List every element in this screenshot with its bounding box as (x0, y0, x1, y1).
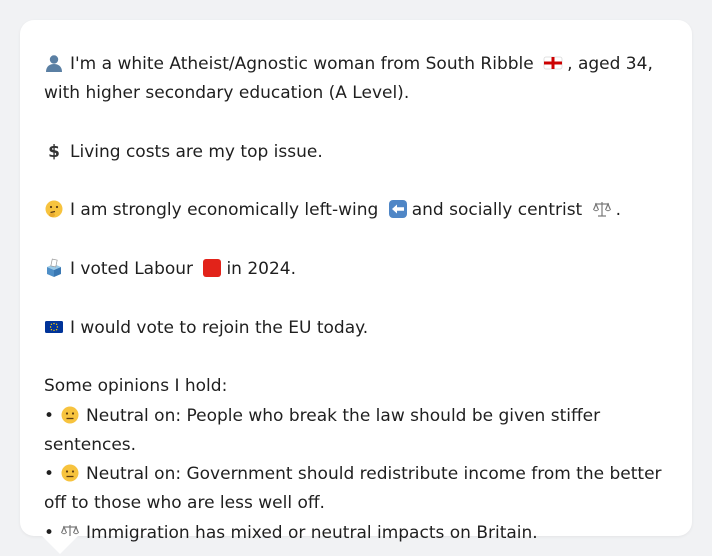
intro-paragraph: I'm a white Atheist/Agnostic woman from … (44, 50, 668, 109)
opinion-text: Neutral on: People who break the law sho… (44, 405, 601, 455)
england-flag-icon (543, 53, 563, 73)
svg-text:$: $ (48, 142, 60, 161)
thinking-face-icon (44, 199, 64, 219)
dollar-sign-icon: $ (44, 141, 64, 161)
balance-scale-icon (592, 199, 612, 219)
opinion-item: • Immigration has mixed or neutral impac… (44, 519, 668, 548)
eu-paragraph: I would vote to rejoin the EU today. (44, 314, 668, 343)
person-icon (44, 53, 64, 73)
red-square-icon (202, 258, 222, 278)
neutral-face-icon (60, 405, 80, 425)
persona-card: I'm a white Atheist/Agnostic woman from … (20, 20, 692, 543)
intro-text-end: , aged 34, with higher secondary educati… (44, 54, 653, 104)
vote-paragraph: I voted Labour in 2024. (44, 255, 668, 284)
politics-text-mid: and socially centrist (411, 200, 583, 221)
opinion-text: Immigration has mixed or neutral impacts… (86, 522, 538, 543)
vote-text-end: in 2024. (226, 259, 297, 280)
vote-text-start: I voted Labour (70, 259, 194, 280)
opinion-item: • Neutral on: People who break the law s… (44, 402, 668, 461)
top-issue-text: Living costs are my top issue. (70, 141, 323, 162)
opinions-heading: Some opinions I hold: (44, 376, 228, 397)
left-arrow-icon (388, 199, 408, 219)
politics-text-start: I am strongly economically left-wing (70, 200, 379, 221)
opinion-text: Neutral on: Government should redistribu… (44, 464, 662, 514)
intro-text-start: I'm a white Atheist/Agnostic woman from … (70, 54, 534, 74)
eu-flag-icon (44, 317, 64, 337)
ballot-box-icon (44, 258, 64, 278)
politics-paragraph: I am strongly economically left-wing and… (44, 196, 668, 225)
opinion-item: • Neutral on: Government should redistri… (44, 460, 668, 519)
bullet: • (44, 405, 55, 426)
bullet: • (44, 522, 55, 543)
speech-bubble-tail (42, 536, 78, 554)
eu-text: I would vote to rejoin the EU today. (70, 317, 369, 338)
politics-text-end: . (615, 200, 622, 221)
bullet: • (44, 464, 55, 485)
neutral-face-icon (60, 463, 80, 483)
top-issue-paragraph: $ Living costs are my top issue. (44, 138, 668, 167)
